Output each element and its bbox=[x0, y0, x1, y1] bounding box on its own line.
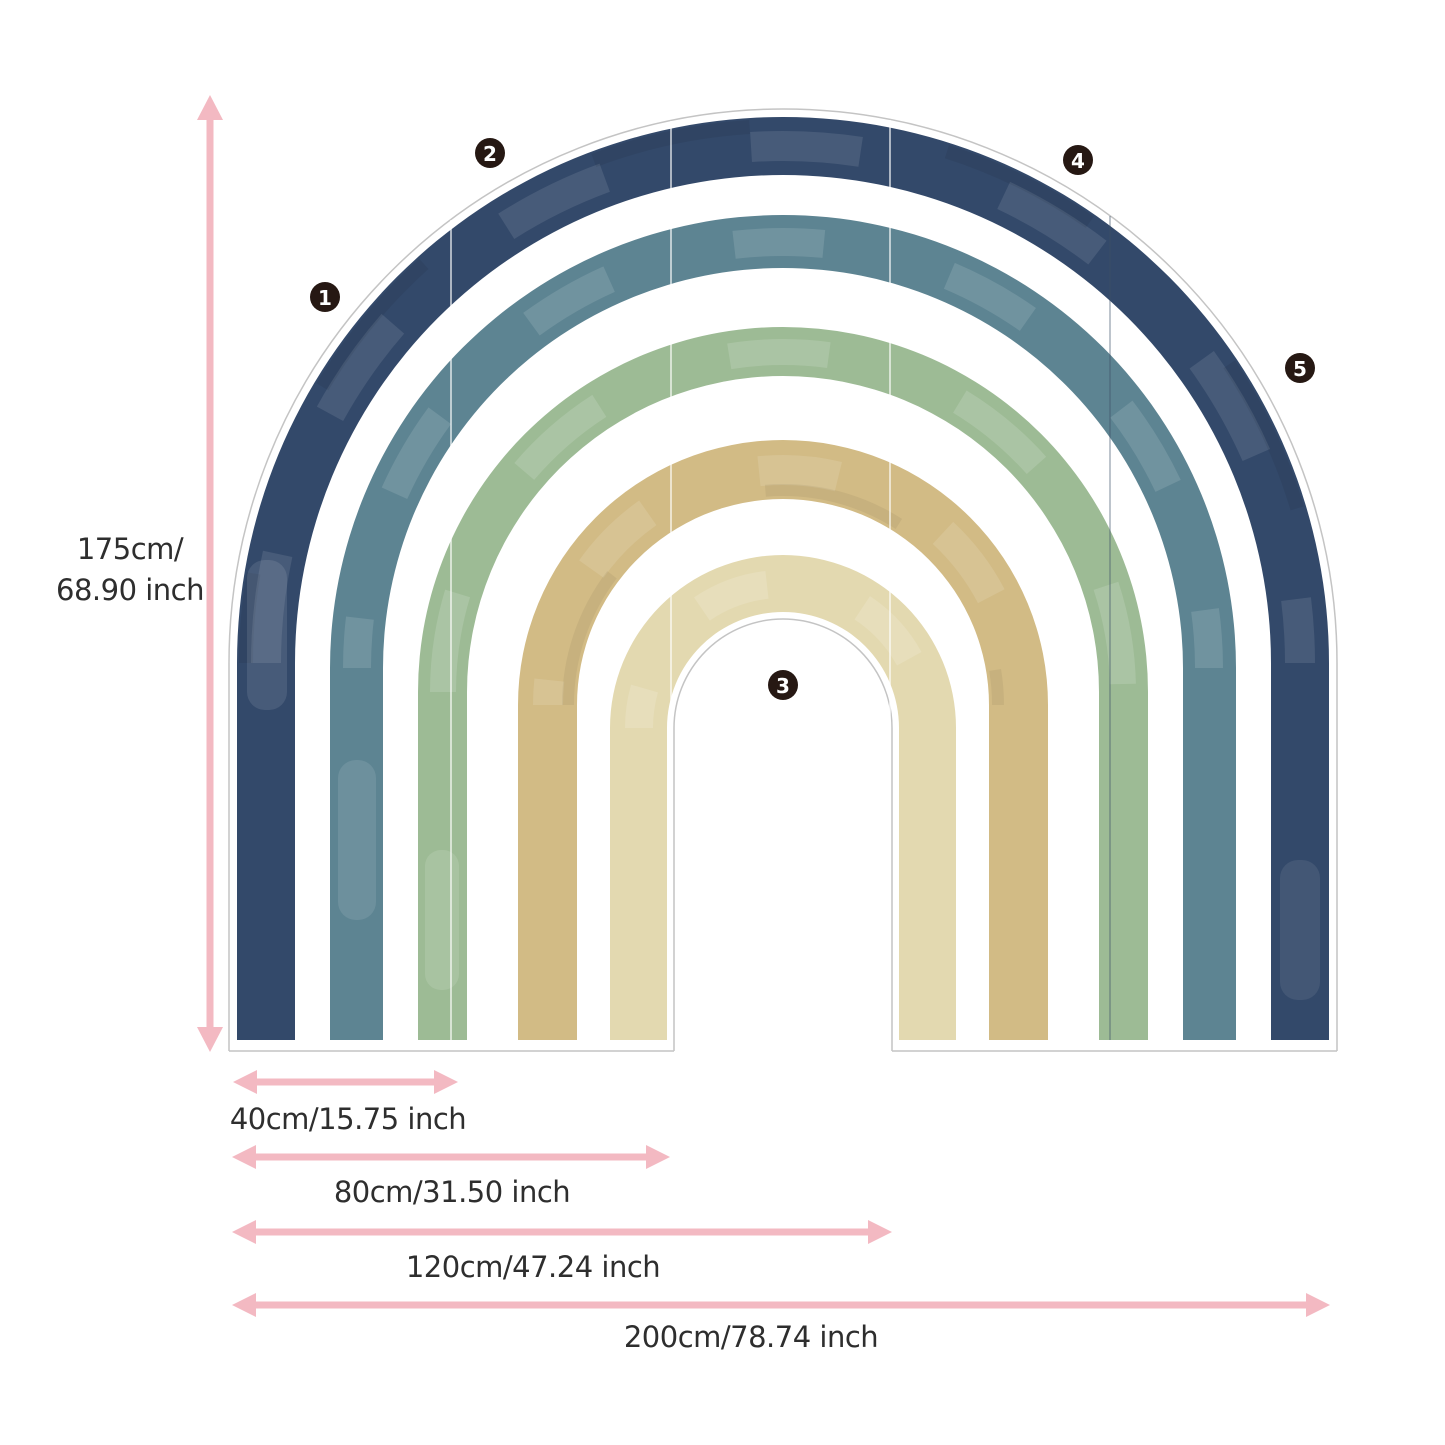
arrow-head-left bbox=[232, 1293, 256, 1317]
arrow-head-up bbox=[197, 95, 223, 120]
watercolor-texture bbox=[239, 119, 1327, 1000]
panel-marker-5: 5 bbox=[1285, 353, 1315, 383]
panel-marker-3: 3 bbox=[768, 670, 798, 700]
arrow-head-left bbox=[232, 1220, 256, 1244]
height-dimension-label: 175cm/ 68.90 inch bbox=[55, 529, 205, 611]
width-dimension-arrow-80cm bbox=[232, 1145, 670, 1169]
rainbow-band-tan bbox=[518, 440, 1048, 1040]
width-dimension-arrow-120cm bbox=[232, 1220, 892, 1244]
width-dimension-label-120cm: 120cm/47.24 inch bbox=[405, 1250, 661, 1284]
width-dimension-label-200cm: 200cm/78.74 inch bbox=[623, 1320, 879, 1354]
panel-marker-number: 1 bbox=[318, 286, 332, 310]
arrow-head-right bbox=[646, 1145, 670, 1169]
arrow-head-left bbox=[232, 1145, 256, 1169]
width-dimension-label-80cm: 80cm/31.50 inch bbox=[333, 1175, 571, 1209]
panel-marker-circle bbox=[768, 670, 798, 700]
rainbow-band-beige bbox=[610, 555, 956, 1040]
height-dimension-label-inch: 68.90 inch bbox=[55, 573, 205, 607]
panel-marker-circle bbox=[475, 138, 505, 168]
panel-marker-number: 5 bbox=[1293, 357, 1307, 381]
panel-marker-2: 2 bbox=[475, 138, 505, 168]
width-dimension-label-40cm: 40cm/15.75 inch bbox=[229, 1102, 467, 1136]
arrow-head-right bbox=[1306, 1293, 1330, 1317]
arrow-head-down bbox=[197, 1027, 223, 1052]
panel-marker-circle bbox=[310, 282, 340, 312]
decal-outline-outer bbox=[228, 108, 1338, 1051]
height-dimension-arrow bbox=[197, 95, 223, 1052]
panel-seam-lines bbox=[450, 120, 891, 1040]
width-dimension-arrow-200cm bbox=[232, 1293, 1330, 1317]
panel-marker-number: 3 bbox=[776, 674, 790, 698]
panel-marker-circle bbox=[1285, 353, 1315, 383]
height-dimension-label-cm: 175cm/ bbox=[76, 532, 184, 566]
panel-marker-1: 1 bbox=[310, 282, 340, 312]
arrow-head-right bbox=[434, 1070, 458, 1094]
decal-outline bbox=[228, 108, 1338, 1052]
rainbow-bands bbox=[237, 117, 1329, 1040]
panel-marker-number: 4 bbox=[1071, 149, 1085, 173]
panel-marker-circle bbox=[1063, 145, 1093, 175]
width-dimension-arrow-40cm bbox=[233, 1070, 458, 1094]
panel-marker-number: 2 bbox=[483, 142, 497, 166]
panel-marker-4: 4 bbox=[1063, 145, 1093, 175]
decal-outline-opening bbox=[673, 618, 893, 1051]
arrow-head-right bbox=[868, 1220, 892, 1244]
arrow-head-left bbox=[233, 1070, 257, 1094]
